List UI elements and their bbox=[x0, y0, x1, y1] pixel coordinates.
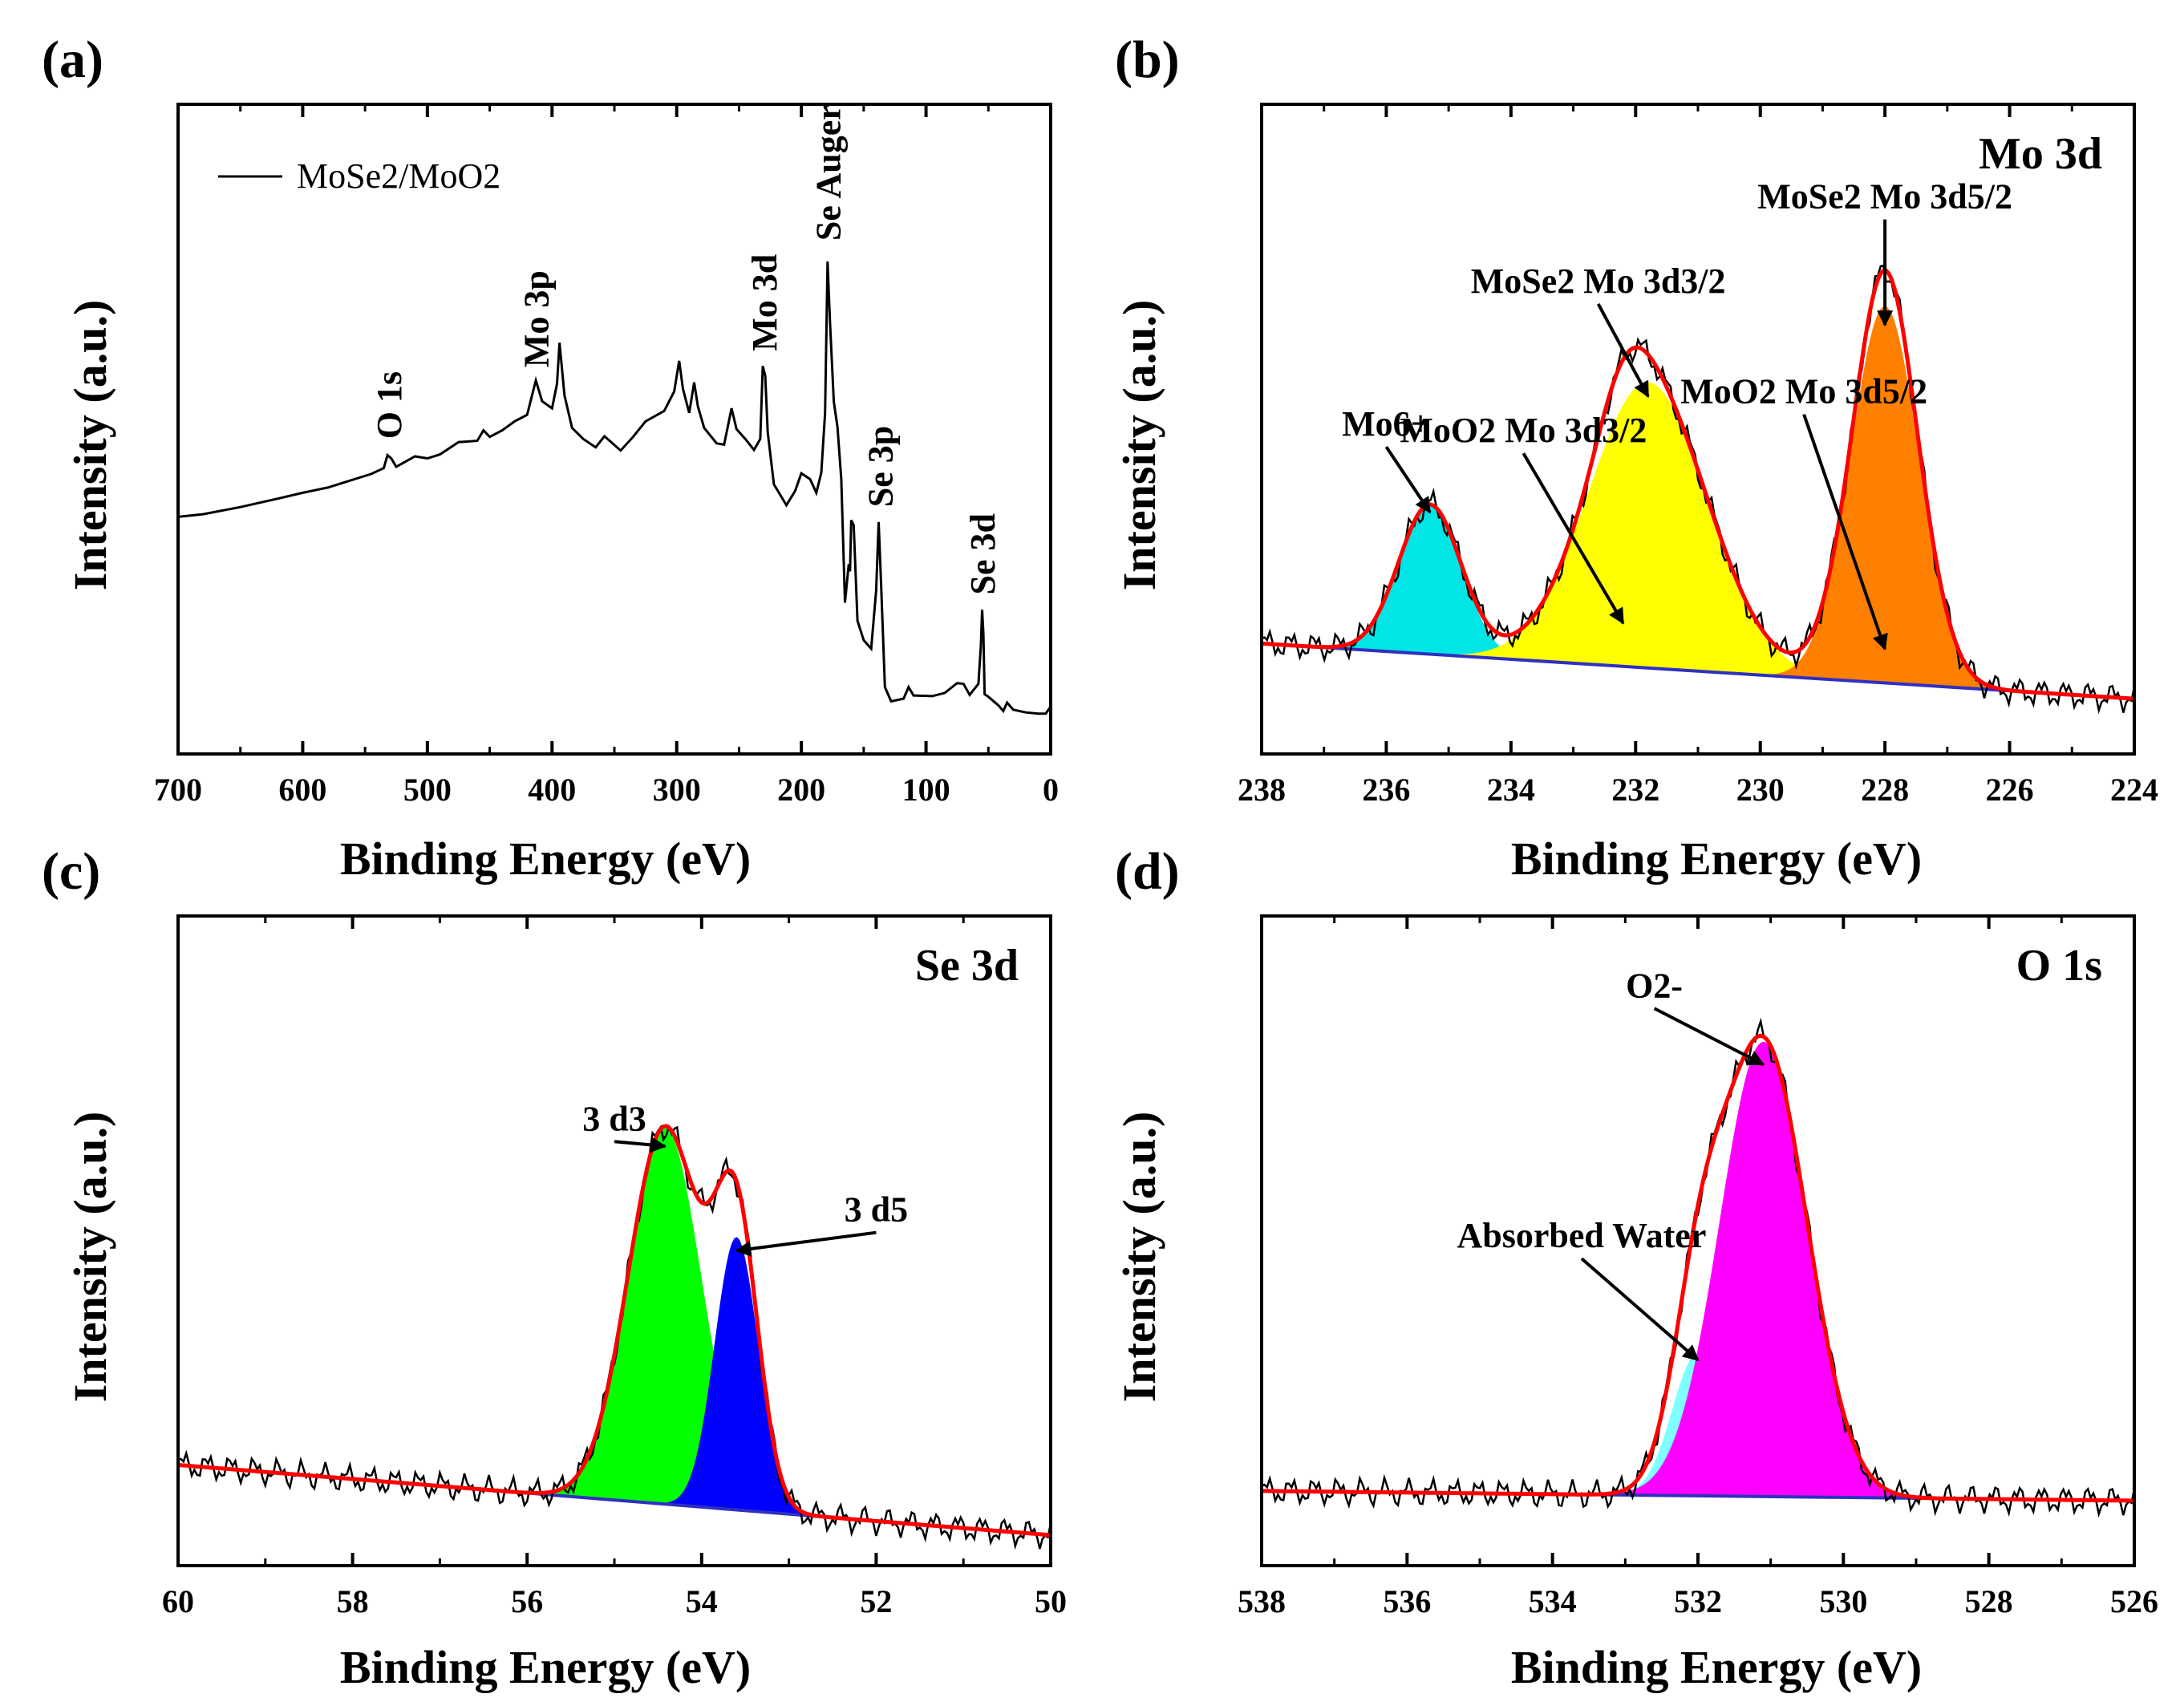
annotation-arrow bbox=[1653, 1007, 1765, 1066]
annotation-label: MoO2 Mo 3d3/2 bbox=[1400, 411, 1647, 450]
x-tick-label: 228 bbox=[1861, 772, 1909, 808]
x-tick-label: 226 bbox=[1986, 772, 2034, 808]
annotation-arrow bbox=[1802, 413, 1888, 651]
peak-label: O 1s bbox=[370, 371, 409, 439]
panel-c-ylabel: Intensity (a.u.) bbox=[64, 1112, 116, 1403]
annotation-label: Mo6+ bbox=[1342, 404, 1431, 444]
annotation-label: 3 d3 bbox=[582, 1099, 646, 1138]
annotation-label: MoSe2 Mo 3d3/2 bbox=[1471, 261, 1726, 301]
plot-a: 700 600 500 400 300 200 100 0 MoSe2/MoO2 O 1s Mo 3… bbox=[154, 103, 1059, 808]
annotation-label: 3 d5 bbox=[845, 1190, 908, 1230]
baseline bbox=[1261, 642, 2135, 701]
x-tick-label: 54 bbox=[686, 1583, 718, 1619]
x-tick-label: 528 bbox=[1965, 1583, 2013, 1619]
peak-label: Se Auger bbox=[808, 104, 848, 241]
x-tick-label: 56 bbox=[511, 1583, 543, 1619]
x-tick-label: 50 bbox=[1035, 1583, 1067, 1619]
annotation-arrow bbox=[614, 1137, 667, 1153]
peak-mo6- bbox=[1262, 505, 2134, 699]
panel-b-title: Mo 3d bbox=[1979, 129, 2102, 179]
panel-b-xlabel: Binding Energy (eV) bbox=[1511, 833, 1922, 885]
raw-spectrum bbox=[1261, 264, 2136, 715]
annotation-arrow bbox=[1384, 445, 1432, 514]
x-tick-label: 230 bbox=[1736, 772, 1785, 808]
panel-c-xlabel: Binding Energy (eV) bbox=[340, 1641, 751, 1693]
panel-c: (c) 60 58 56 54 52 50 Se 3d 3 d3 3 d5 Binding En… bbox=[42, 842, 1067, 1693]
x-tick-label: 52 bbox=[860, 1583, 892, 1619]
panel-a-ylabel: Intensity (a.u.) bbox=[64, 300, 116, 591]
x-tick-label: 224 bbox=[2110, 772, 2158, 808]
x-tick-label: 400 bbox=[528, 772, 576, 808]
x-tick-label: 238 bbox=[1238, 772, 1286, 808]
panel-b-letter: (b) bbox=[1115, 30, 1180, 89]
panel-a-xlabel: Binding Energy (eV) bbox=[340, 833, 751, 885]
legend-label: MoSe2/MoO2 bbox=[297, 156, 500, 196]
panel-a: (a) 700 600 500 400 300 200 100 0 MoSe2/MoO2 O 1s… bbox=[42, 30, 1059, 885]
panel-c-letter: (c) bbox=[42, 842, 100, 901]
panel-d-xlabel: Binding Energy (eV) bbox=[1511, 1641, 1922, 1693]
plot-frame-a bbox=[176, 103, 1052, 756]
x-tick-label: 532 bbox=[1674, 1583, 1722, 1619]
peak-o2- bbox=[1262, 1041, 2134, 1501]
x-tick-label: 700 bbox=[154, 772, 202, 808]
peak-label: Mo 3p bbox=[517, 270, 557, 367]
x-tick-label: 500 bbox=[403, 772, 452, 808]
x-tick-label: 100 bbox=[902, 772, 950, 808]
x-tick-label: 538 bbox=[1238, 1583, 1286, 1619]
panel-c-title: Se 3d bbox=[915, 941, 1019, 991]
x-tick-label: 0 bbox=[1043, 772, 1059, 808]
panel-b-ylabel: Intensity (a.u.) bbox=[1113, 300, 1165, 591]
x-tick-label: 236 bbox=[1362, 772, 1410, 808]
envelope-fit bbox=[1261, 268, 2135, 701]
panel-d-ylabel: Intensity (a.u.) bbox=[1113, 1112, 1165, 1403]
x-tick-label: 234 bbox=[1487, 772, 1535, 808]
peak-label: Se 3d bbox=[963, 513, 1003, 594]
envelope-fit bbox=[1261, 1033, 2134, 1503]
x-tick-label: 530 bbox=[1819, 1583, 1867, 1619]
peak-label: Se 3p bbox=[861, 426, 901, 507]
annotation-label: MoSe2 Mo 3d5/2 bbox=[1757, 177, 2012, 217]
panel-d-letter: (d) bbox=[1115, 842, 1180, 901]
survey-spectrum bbox=[177, 261, 1052, 715]
x-tick-label: 300 bbox=[653, 772, 701, 808]
annotation-arrow bbox=[1596, 302, 1650, 398]
annotation-label: MoO2 Mo 3d5/2 bbox=[1680, 372, 1927, 411]
plot-d: 538 536 534 532 530 528 526 O 1s O2- Absorbed Wat… bbox=[1238, 914, 2158, 1619]
envelope-fit bbox=[177, 1124, 1051, 1538]
peak-mose2-mo-3d3-2 bbox=[1262, 382, 2134, 699]
annotation-arrow bbox=[1580, 1257, 1700, 1362]
plot-c: 60 58 56 54 52 50 Se 3d 3 d3 3 d5 bbox=[162, 914, 1067, 1619]
peak-3-d3 bbox=[178, 1127, 1051, 1535]
annotation-arrow bbox=[735, 1230, 877, 1257]
panel-d-title: O 1s bbox=[2016, 941, 2102, 991]
x-tick-label: 536 bbox=[1383, 1583, 1431, 1619]
panel-a-letter: (a) bbox=[42, 30, 103, 89]
x-tick-label: 526 bbox=[2110, 1583, 2158, 1619]
panel-d: (d) 538 536 534 532 530 528 526 O 1s O2- Absorbed… bbox=[1113, 842, 2158, 1693]
annotation-arrow bbox=[1522, 452, 1625, 625]
peak-mose2-mo-3d5-2 bbox=[1262, 306, 2134, 699]
x-tick-label: 60 bbox=[162, 1583, 194, 1619]
peak-label: Mo 3d bbox=[745, 254, 784, 351]
x-tick-label: 200 bbox=[777, 772, 825, 808]
x-tick-label: 600 bbox=[278, 772, 326, 808]
x-tick-label: 534 bbox=[1529, 1583, 1577, 1619]
x-tick-label: 232 bbox=[1611, 772, 1659, 808]
annotation-label: Absorbed Water bbox=[1457, 1216, 1707, 1255]
x-tick-label: 58 bbox=[337, 1583, 369, 1619]
annotation-label: O2- bbox=[1626, 966, 1683, 1005]
